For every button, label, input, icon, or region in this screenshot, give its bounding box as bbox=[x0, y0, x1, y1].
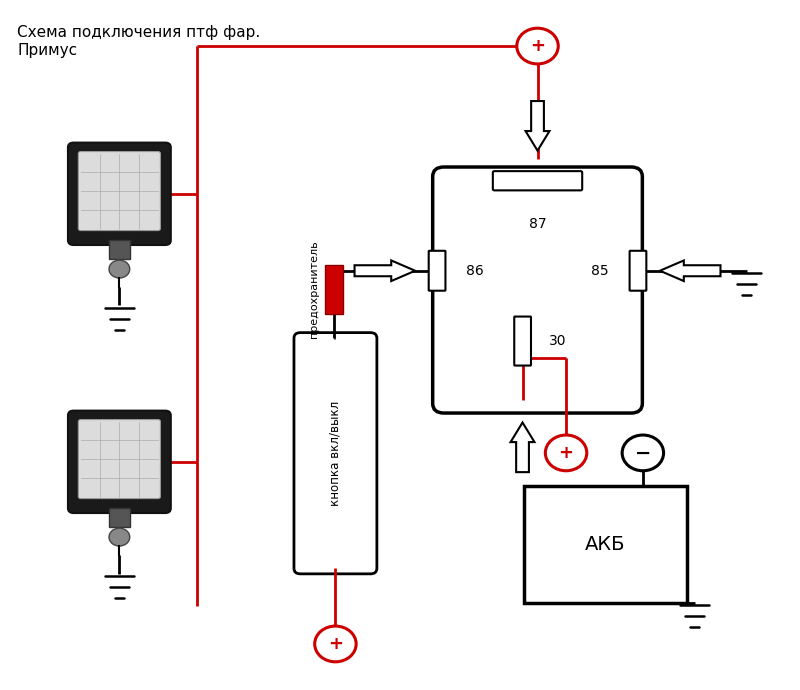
FancyBboxPatch shape bbox=[514, 317, 531, 366]
Bar bbox=[523, 486, 687, 602]
Text: АКБ: АКБ bbox=[585, 535, 626, 554]
Text: 30: 30 bbox=[549, 334, 566, 348]
Circle shape bbox=[109, 260, 130, 278]
FancyBboxPatch shape bbox=[493, 171, 582, 190]
FancyBboxPatch shape bbox=[78, 152, 161, 230]
FancyArrow shape bbox=[354, 260, 415, 281]
FancyArrow shape bbox=[526, 101, 550, 150]
Bar bbox=[325, 264, 343, 314]
Text: предохранитель: предохранитель bbox=[309, 241, 318, 338]
Bar bbox=[109, 240, 130, 259]
Text: +: + bbox=[558, 444, 574, 462]
FancyArrow shape bbox=[660, 260, 721, 281]
Text: +: + bbox=[530, 37, 545, 55]
Text: кнопка вкл/выкл: кнопка вкл/выкл bbox=[329, 401, 342, 506]
FancyBboxPatch shape bbox=[294, 333, 377, 574]
Text: +: + bbox=[328, 635, 343, 653]
FancyBboxPatch shape bbox=[68, 411, 170, 513]
Text: Схема подключения птф фар.
Примус: Схема подключения птф фар. Примус bbox=[18, 26, 261, 58]
FancyBboxPatch shape bbox=[78, 420, 161, 499]
FancyBboxPatch shape bbox=[429, 250, 446, 290]
Text: 86: 86 bbox=[466, 264, 484, 278]
Text: 87: 87 bbox=[529, 217, 546, 231]
Text: 85: 85 bbox=[591, 264, 609, 278]
Circle shape bbox=[109, 528, 130, 546]
Bar bbox=[109, 509, 130, 527]
FancyArrow shape bbox=[510, 422, 534, 472]
Text: −: − bbox=[634, 444, 651, 462]
FancyBboxPatch shape bbox=[68, 143, 170, 245]
FancyBboxPatch shape bbox=[433, 167, 642, 413]
FancyBboxPatch shape bbox=[630, 250, 646, 290]
